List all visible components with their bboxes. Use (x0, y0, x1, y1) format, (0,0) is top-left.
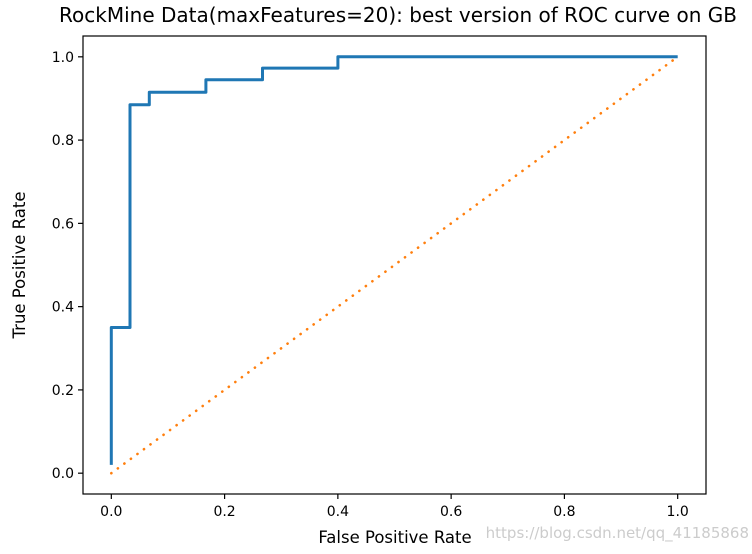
y-tick-label: 0.0 (52, 466, 74, 482)
chart-title: RockMine Data(maxFeatures=20): best vers… (59, 3, 737, 27)
roc-curve-gb-line (109, 55, 678, 465)
y-tick-label: 0.8 (52, 133, 74, 149)
chance-diagonal-line (110, 55, 680, 475)
x-tick-label: 0.8 (553, 504, 575, 520)
plot-area: 0.0 0.2 0.4 0.6 0.8 1.0 0.0 0.2 0.4 0.6 0.8 1.0 (52, 35, 707, 520)
x-tick-label: 1.0 (667, 504, 689, 520)
y-axis-label: True Positive Rate (10, 192, 29, 340)
x-tick-label: 0.6 (440, 504, 462, 520)
y-tick-label: 0.6 (52, 216, 74, 232)
x-tick-label: 0.2 (213, 504, 235, 520)
x-tick-label: 0.0 (100, 504, 122, 520)
x-tick-label: 0.4 (327, 504, 349, 520)
axes-spines (82, 35, 707, 495)
y-tick-label: 0.4 (52, 300, 74, 316)
y-tick-label: 1.0 (52, 50, 74, 66)
y-tick-label: 0.2 (52, 383, 74, 399)
x-axis-label: False Positive Rate (318, 528, 471, 547)
watermark: https://blog.csdn.net/qq_41185868 (486, 524, 749, 543)
